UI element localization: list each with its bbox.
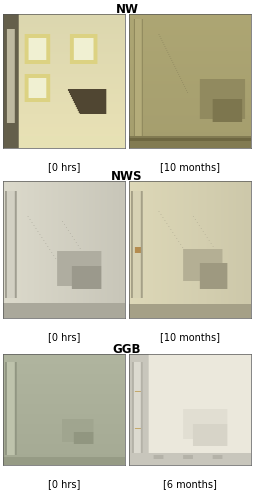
Text: [6 months]: [6 months]	[163, 479, 217, 489]
Text: [10 months]: [10 months]	[160, 162, 220, 172]
Text: NWS: NWS	[111, 170, 143, 183]
Text: [0 hrs]: [0 hrs]	[48, 332, 80, 342]
Text: [0 hrs]: [0 hrs]	[48, 479, 80, 489]
Text: GGB: GGB	[113, 343, 141, 356]
Text: NW: NW	[116, 3, 138, 16]
Text: [0 hrs]: [0 hrs]	[48, 162, 80, 172]
Text: [10 months]: [10 months]	[160, 332, 220, 342]
